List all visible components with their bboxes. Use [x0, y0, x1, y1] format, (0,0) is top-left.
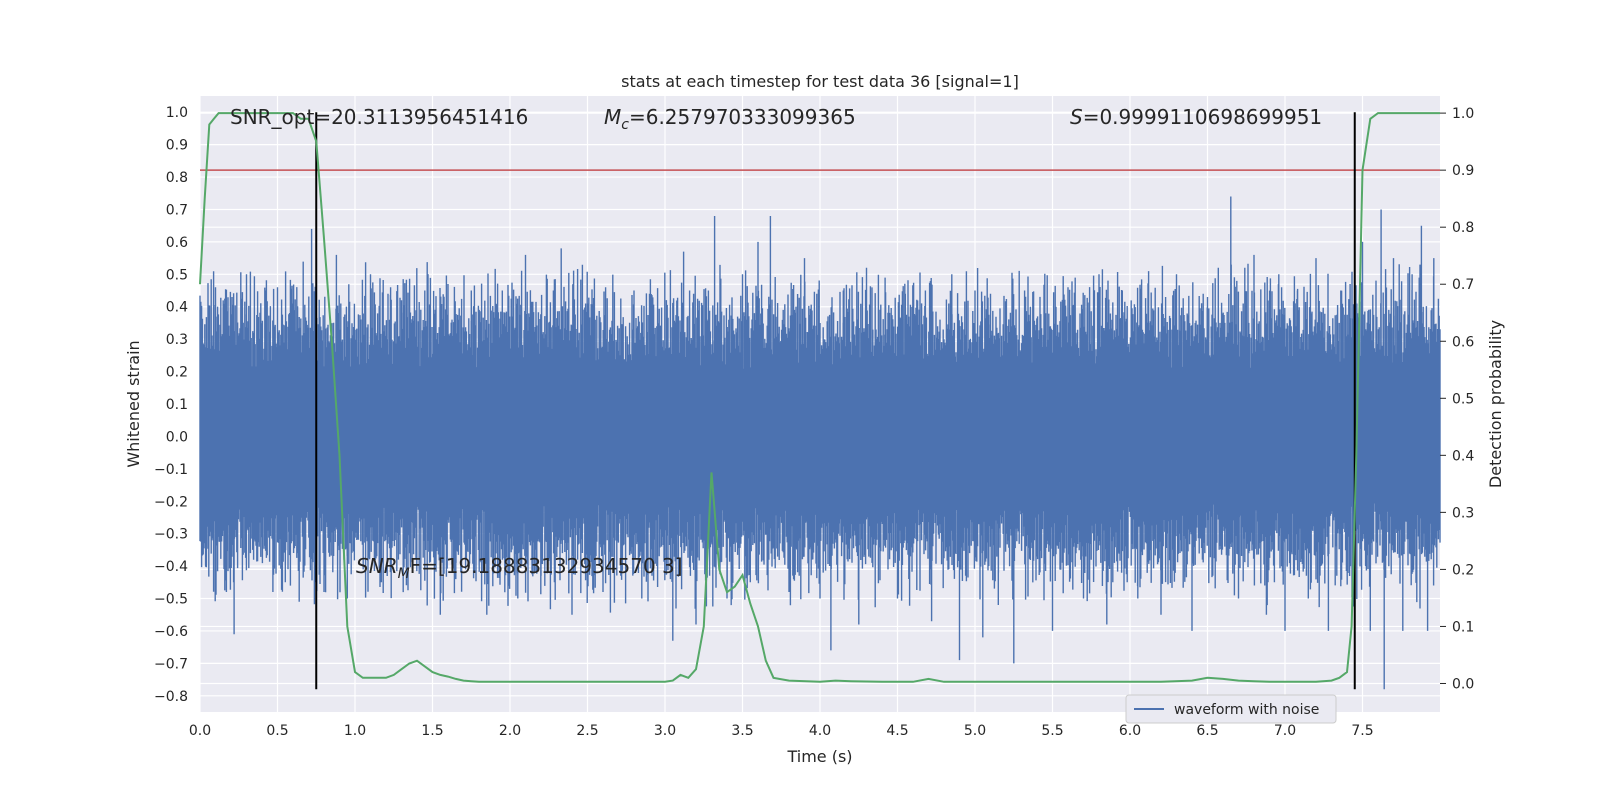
y2-tick-label: 0.7 — [1452, 277, 1474, 293]
y2-axis-label: Detection probability — [1486, 320, 1505, 488]
annotation-s: S=0.9999110698699951 — [1070, 105, 1322, 129]
y-tick-label: −0.3 — [154, 527, 188, 543]
y-tick-labels: 1.0 0.9 0.8 0.7 0.6 0.5 0.4 0.3 0.2 0.1 0.0 −0.1 −0.… — [154, 105, 188, 705]
y-tick-label: 0.5 — [166, 267, 188, 283]
annotation-mc: Mc=6.257970333099365 — [604, 105, 856, 133]
x-tick-label: 1.0 — [344, 723, 366, 739]
annotation-mc-symbol: M — [604, 105, 621, 129]
x-axis-label: Time (s) — [786, 747, 852, 766]
x-tick-label: 3.5 — [731, 723, 753, 739]
y-tick-label: 1.0 — [166, 105, 188, 121]
annotation-snr-mf-subscript: M — [398, 566, 410, 582]
x-tick-label: 6.0 — [1119, 723, 1141, 739]
y2-tick-label: 0.2 — [1452, 562, 1474, 578]
x-tick-label: 5.5 — [1041, 723, 1063, 739]
annotation-snr-mf: SNRMF=[19.18883132934570 3] — [356, 554, 683, 582]
annotation-snr-mf-symbol: SNR — [356, 554, 398, 578]
x-tick-label: 7.0 — [1274, 723, 1296, 739]
x-tick-labels: 0.0 0.5 1.0 1.5 2.0 2.5 3.0 3.5 4.0 4.5 5.0 5.5 6.0 6… — [189, 723, 1374, 739]
y-tick-label: −0.2 — [154, 494, 188, 510]
y-tick-label: −0.1 — [154, 462, 188, 478]
annotation-mc-value: =6.257970333099365 — [629, 105, 856, 129]
y2-tick-label: 1.0 — [1452, 106, 1474, 122]
y-tick-label: −0.5 — [154, 592, 188, 608]
probability-line — [199, 112, 1440, 683]
legend-box — [1125, 694, 1337, 724]
y-tick-label: 0.0 — [166, 429, 188, 445]
y2-tick-labels: 1.0 0.9 0.8 0.7 0.6 0.5 0.4 0.3 0.2 0.1 0.0 — [1440, 106, 1474, 692]
overlay-lines — [200, 112, 1440, 690]
y-tick-label: −0.8 — [154, 689, 188, 705]
y-tick-label: −0.4 — [154, 559, 188, 575]
y2-tick-label: 0.1 — [1452, 619, 1474, 635]
y-tick-label: 0.4 — [166, 300, 188, 316]
annotation-snr-opt: SNR_opt=20.3113956451416 — [230, 105, 528, 129]
x-tick-label: 0.5 — [266, 723, 288, 739]
x-tick-label: 2.5 — [576, 723, 598, 739]
y-tick-label: 0.7 — [166, 202, 188, 218]
x-tick-label: 4.5 — [886, 723, 908, 739]
x-tick-label: 1.5 — [421, 723, 443, 739]
waveform-series — [199, 196, 1441, 690]
annotation-snr-mf-value: F=[19.18883132934570 3] — [410, 554, 683, 578]
x-tick-label: 7.5 — [1351, 723, 1373, 739]
legend: waveform with noise — [1125, 694, 1337, 724]
chart-title: stats at each timestep for test data 36 … — [621, 72, 1019, 91]
probability-series — [199, 112, 1440, 683]
y-tick-label: 0.6 — [166, 235, 188, 251]
annotation-s-symbol: S — [1070, 105, 1083, 129]
y2-tick-label: 0.3 — [1452, 505, 1474, 521]
y-tick-label: −0.6 — [154, 624, 188, 640]
y2-tick-label: 0.9 — [1452, 163, 1474, 179]
x-tick-label: 3.0 — [654, 723, 676, 739]
y2-tick-label: 0.6 — [1452, 334, 1474, 350]
y2-tick-label: 0.4 — [1452, 448, 1474, 464]
annotation-s-value: =0.9999110698699951 — [1083, 105, 1322, 129]
x-tick-label: 5.0 — [964, 723, 986, 739]
waveform-line — [199, 196, 1441, 690]
legend-entry: waveform with noise — [1174, 702, 1319, 718]
y-tick-label: 0.3 — [166, 332, 188, 348]
y-tick-label: 0.8 — [166, 170, 188, 186]
y-tick-label: 0.2 — [166, 365, 188, 381]
x-tick-label: 2.0 — [499, 723, 521, 739]
annotation-mc-subscript: c — [621, 117, 629, 133]
y2-tick-label: 0.8 — [1452, 220, 1474, 236]
x-tick-label: 6.5 — [1196, 723, 1218, 739]
y-tick-label: 0.1 — [166, 397, 188, 413]
y2-tick-label: 0.0 — [1452, 676, 1474, 692]
y-axis-label: Whitened strain — [124, 340, 143, 467]
y-tick-label: −0.7 — [154, 656, 188, 672]
x-tick-label: 4.0 — [809, 723, 831, 739]
y-tick-label: 0.9 — [166, 138, 188, 154]
y2-tick-label: 0.5 — [1452, 391, 1474, 407]
x-tick-label: 0.0 — [189, 723, 211, 739]
